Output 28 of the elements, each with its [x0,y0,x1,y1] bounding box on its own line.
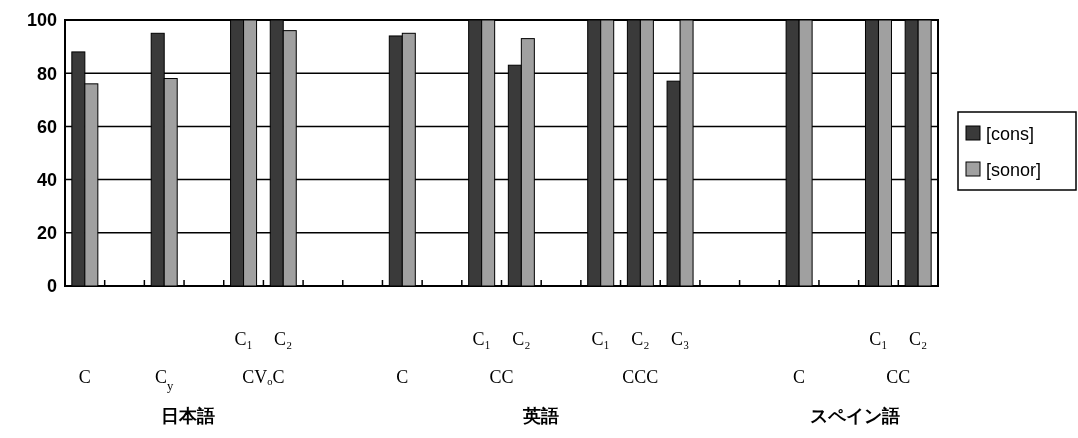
x-tick-label: C₁ [869,329,888,349]
x-tick-label: C₂ [631,329,650,349]
text: スペイン語 [809,405,900,426]
text: CCC [622,367,659,387]
text: 英語 [522,405,560,426]
y-tick-label: 0 [46,276,57,297]
text: CVₒC [242,367,285,387]
y-tick-label: 80 [36,63,57,84]
legend-label: [sonor] [986,160,1042,181]
text: C [396,367,409,387]
y-tick-label: 40 [36,169,57,190]
x-tick-label: C₁ [234,329,253,349]
x-tick-label: C₁ [591,329,610,349]
y-tick-label: 60 [36,116,57,137]
text: C$_{y}$ [155,367,175,393]
legend-label: [cons] [986,124,1035,145]
text: CC [886,367,911,387]
y-tick-label: 20 [36,223,57,244]
x-tick-label: C₂ [274,329,293,349]
x-tick-label: C₂ [909,329,928,349]
y-tick-label: 100 [26,10,57,31]
text: 日本語 [161,405,216,426]
x-tick-label: C₂ [512,329,531,349]
text: C [793,367,806,387]
x-tick-label: C₃ [670,329,690,349]
x-tick-label: C₁ [472,329,491,349]
text: C [78,367,91,387]
text: CC [489,367,514,387]
